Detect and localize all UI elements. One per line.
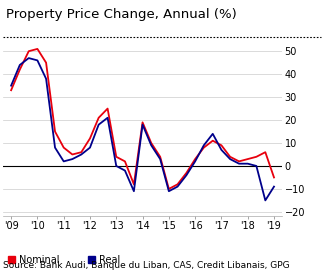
Nominal [27, 50, 31, 53]
Line: Nominal: Nominal [11, 49, 274, 189]
Real [18, 63, 22, 67]
Real [53, 146, 57, 149]
Real [272, 185, 276, 188]
Text: Property Price Change, Annual (%): Property Price Change, Annual (%) [6, 8, 237, 21]
Nominal [132, 183, 136, 186]
Real [62, 160, 66, 163]
Nominal [44, 61, 48, 64]
Real [132, 190, 136, 193]
Nominal [9, 89, 13, 92]
Text: Source: Bank Audi, Banque du Liban, CAS, Credit Libanais, GPG: Source: Bank Audi, Banque du Liban, CAS,… [3, 261, 290, 270]
Real [114, 164, 118, 168]
Nominal [202, 146, 206, 149]
Real [158, 158, 162, 161]
Real [193, 160, 197, 163]
Real [202, 144, 206, 147]
Nominal [184, 171, 188, 175]
Nominal [219, 144, 223, 147]
Nominal [176, 183, 179, 186]
Nominal [237, 160, 241, 163]
Real [44, 77, 48, 80]
Nominal [35, 47, 39, 51]
Real [246, 162, 250, 165]
Nominal [62, 146, 66, 149]
Nominal [193, 158, 197, 161]
Real [184, 173, 188, 177]
Nominal [167, 187, 171, 190]
Real [97, 123, 101, 126]
Real [35, 59, 39, 62]
Real [106, 116, 110, 119]
Real [88, 146, 92, 149]
Nominal [246, 158, 250, 161]
Real [211, 132, 215, 135]
Real [141, 123, 145, 126]
Real [9, 84, 13, 87]
Real [70, 158, 74, 161]
Nominal [263, 150, 267, 154]
Nominal [123, 160, 127, 163]
Nominal [88, 137, 92, 140]
Real [149, 144, 153, 147]
Nominal [70, 153, 74, 156]
Nominal [97, 116, 101, 119]
Real [176, 185, 179, 188]
Real [79, 153, 83, 156]
Nominal [141, 121, 145, 124]
Real [228, 158, 232, 161]
Nominal [18, 68, 22, 71]
Nominal [114, 155, 118, 158]
Nominal [149, 141, 153, 145]
Real [27, 56, 31, 60]
Real [237, 162, 241, 165]
Real [254, 164, 258, 168]
Nominal [79, 150, 83, 154]
Nominal [254, 155, 258, 158]
Nominal [272, 176, 276, 179]
Real [219, 148, 223, 152]
Nominal [228, 155, 232, 158]
Real [123, 169, 127, 172]
Real [263, 199, 267, 202]
Nominal [158, 155, 162, 158]
Legend: Nominal, Real: Nominal, Real [8, 255, 121, 265]
Nominal [53, 130, 57, 133]
Real [167, 190, 171, 193]
Nominal [211, 139, 215, 142]
Line: Real: Real [11, 58, 274, 200]
Nominal [106, 107, 110, 110]
